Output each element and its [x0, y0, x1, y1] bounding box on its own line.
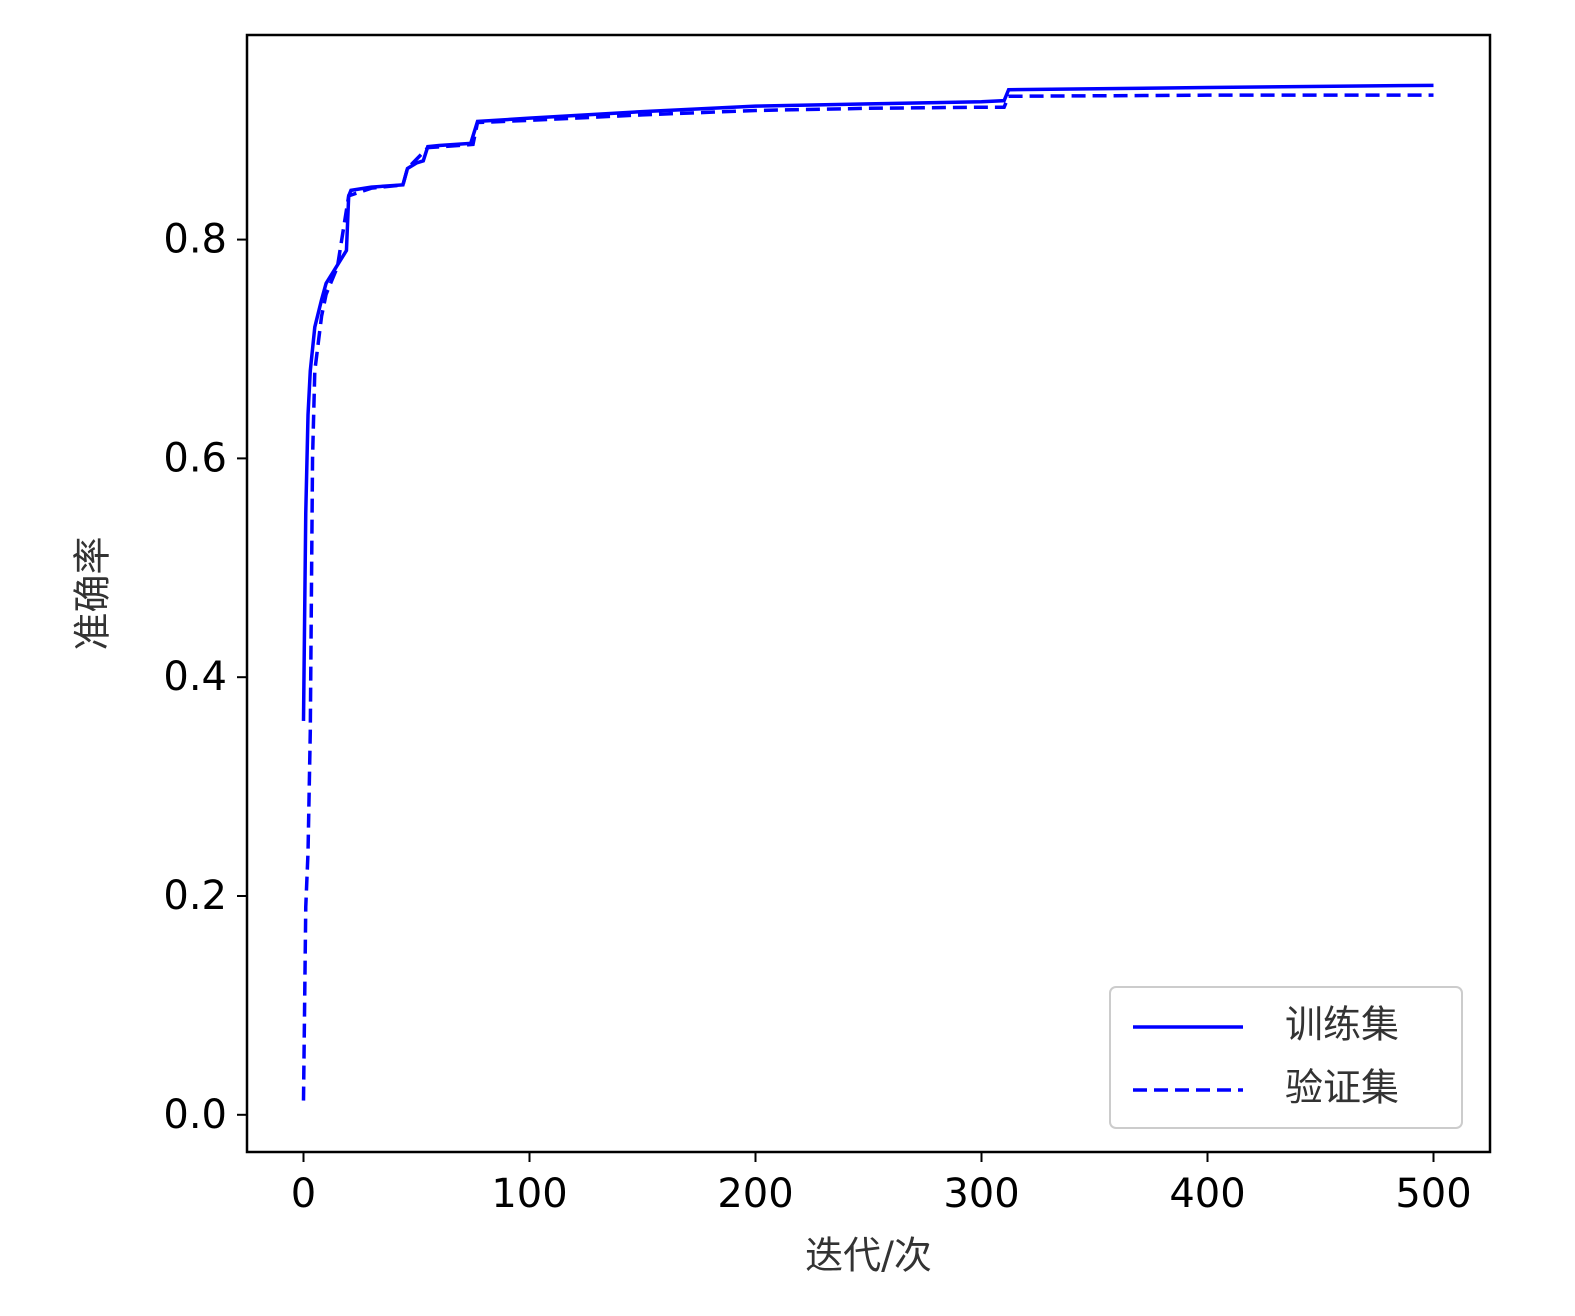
x-tick-label: 0: [291, 1171, 316, 1217]
y-axis-label: 准确率: [71, 536, 115, 650]
y-tick-label: 0.8: [163, 217, 227, 263]
x-axis-label: 迭代/次: [805, 1234, 932, 1278]
legend-label: 训练集: [1285, 1003, 1399, 1047]
x-tick-label: 100: [491, 1171, 567, 1217]
legend-label: 验证集: [1285, 1066, 1399, 1110]
series-line: [301, 93, 1434, 1101]
y-tick-label: 0.0: [163, 1092, 227, 1138]
x-tick-label: 500: [1395, 1171, 1471, 1217]
x-tick-label: 300: [943, 1171, 1019, 1217]
plot-frame: [245, 33, 1492, 1154]
x-tick-label: 400: [1169, 1171, 1245, 1217]
y-tick-label: 0.6: [163, 435, 227, 481]
legend-box: [1109, 986, 1463, 1129]
series-line: [301, 83, 1434, 721]
y-tick-label: 0.4: [163, 654, 227, 700]
x-tick-label: 200: [717, 1171, 793, 1217]
y-tick-label: 0.2: [163, 873, 227, 919]
